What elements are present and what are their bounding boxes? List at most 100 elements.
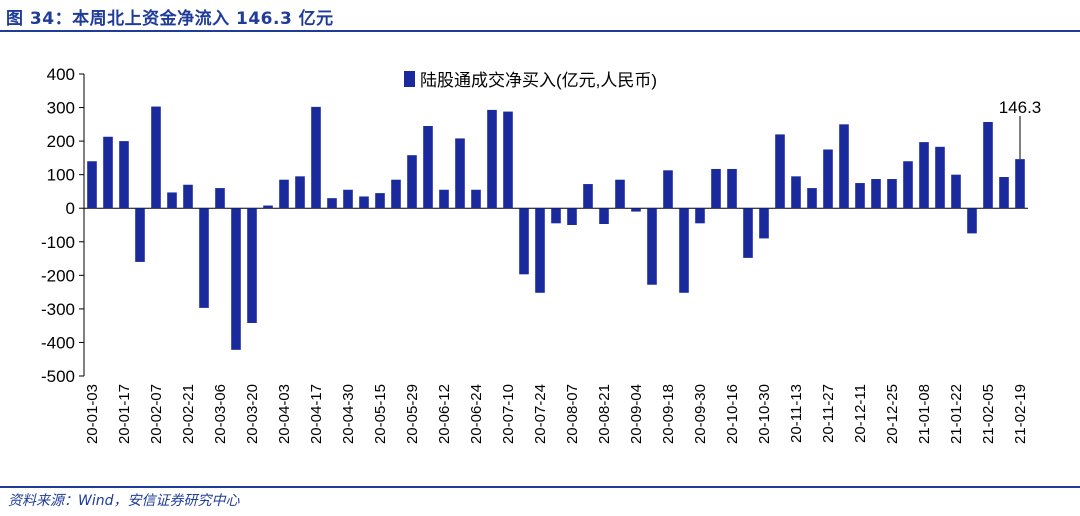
bar [391,179,401,209]
x-tick-label: 20-11-27 [820,384,837,443]
bar [583,184,593,209]
bar [311,106,321,209]
bar [199,208,209,308]
bar [567,208,577,225]
bar [1015,159,1025,209]
y-tick-label: -100 [41,233,75,252]
x-tick-label: 20-03-20 [244,384,261,444]
bar [695,208,705,224]
bar [711,168,721,209]
bar [839,124,849,209]
bar [823,149,833,209]
legend-swatch [404,71,415,87]
title-rule [0,30,1080,32]
bar [231,208,241,350]
bar [887,179,897,209]
bar [423,126,433,209]
bar [375,193,385,209]
bar [727,168,737,209]
x-tick-label: 20-04-03 [276,384,293,444]
bar [551,208,561,224]
x-tick-label: 20-07-24 [532,384,549,444]
bar [119,141,129,209]
x-tick-label: 20-09-30 [692,384,709,444]
bar [663,170,673,209]
y-tick-label: 0 [66,199,75,218]
bar [343,189,353,209]
bar [279,179,289,209]
x-tick-label: 20-06-12 [436,384,453,444]
bar [519,208,529,275]
y-tick-label: -400 [41,333,75,352]
bar [151,106,161,209]
bar [439,189,449,209]
bar [295,176,305,209]
bar [903,161,913,209]
bar [967,208,977,234]
x-tick-label: 20-08-21 [596,384,613,444]
x-tick-label: 20-04-17 [308,384,325,444]
bar [359,196,369,209]
x-tick-label: 20-01-17 [116,384,133,444]
y-tick-label: 200 [47,132,75,151]
bar [247,208,257,323]
bar [407,155,417,209]
x-tick-label: 20-03-06 [212,384,229,444]
x-tick-label: 20-12-25 [884,384,901,444]
bar [871,179,881,209]
bar [167,192,177,209]
y-tick-label: -500 [41,367,75,386]
bar [327,198,337,209]
x-tick-label: 20-12-11 [852,384,869,443]
bar [631,208,641,212]
net-inflow-bar-chart: 400 300 200 100 0 -100 -200 -300 -400 -500 20-01-0… [41,65,1042,444]
bar [183,184,193,209]
bar [919,142,929,209]
x-tick-label: 20-09-04 [628,384,645,444]
x-tick-label: 20-05-15 [372,384,389,444]
x-tick-label: 20-09-18 [660,384,677,444]
x-tick-label: 20-05-29 [404,384,421,444]
y-tick-label: 300 [47,99,75,118]
bar [471,189,481,209]
x-tick-label: 20-10-16 [724,384,741,444]
bar [263,205,273,209]
bar [775,134,785,209]
x-tick-label: 21-01-22 [948,384,965,444]
source-rule [0,486,1080,488]
bar [487,109,497,209]
bar [503,111,513,209]
figure-title: 图 34：本周北上资金净流入 146.3 亿元 [6,9,334,29]
y-tick-label: 100 [47,166,75,185]
y-tick-label: 400 [47,65,75,84]
bar [951,174,961,209]
bar [679,208,689,293]
x-tick-label: 20-01-03 [84,384,101,444]
bar [743,208,753,258]
x-tick-label: 21-02-19 [1012,384,1029,444]
annotation-label: 146.3 [999,98,1042,117]
x-tick-label: 20-11-13 [788,384,805,443]
bar [535,208,545,293]
y-tick-label: -300 [41,300,75,319]
x-tick-label: 20-10-30 [756,384,773,444]
bar [455,138,465,209]
x-tick-label: 20-07-10 [500,384,517,444]
x-tick-label: 21-01-08 [916,384,933,444]
bar [791,176,801,209]
bar [759,208,769,239]
bar [647,208,657,285]
x-tick-label: 21-02-05 [980,384,997,444]
x-tick-label: 20-02-07 [148,384,165,444]
y-tick-label: -200 [41,266,75,285]
bar [103,136,113,209]
x-tick-label: 20-02-21 [180,384,197,444]
bar [87,161,97,209]
bar [935,146,945,209]
legend-label: 陆股通成交净买入(亿元,人民币) [420,71,657,90]
bar [807,188,817,209]
source-note: 资料来源：Wind，安信证券研究中心 [8,493,240,509]
bar [135,208,145,262]
x-tick-label: 20-08-07 [564,384,581,444]
bar [999,177,1009,209]
